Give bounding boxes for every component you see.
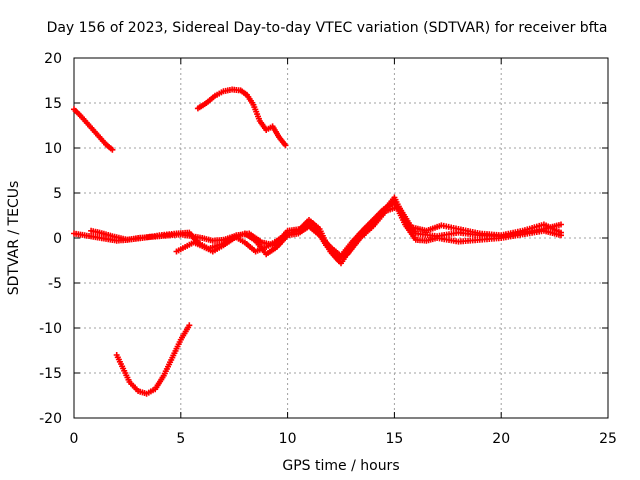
data-point <box>282 142 289 149</box>
x-tick-label: 15 <box>385 431 403 447</box>
y-tick-label: -5 <box>48 276 62 292</box>
x-tick-label: 0 <box>70 431 79 447</box>
series-arc-2 <box>194 86 289 149</box>
data-point <box>109 146 116 153</box>
series-arc-1 <box>71 106 116 153</box>
axis-ticks: 0 5 10 15 20 25 -20 -15 -10 -5 0 5 10 15 20 <box>39 51 617 447</box>
x-tick-label: 5 <box>176 431 185 447</box>
data-point <box>558 232 564 239</box>
series-arc-6 <box>173 199 564 259</box>
series-arc-5 <box>88 203 564 262</box>
y-tick-label: -15 <box>39 366 62 382</box>
x-axis-label: GPS time / hours <box>282 458 399 474</box>
grid-lines <box>74 58 608 418</box>
y-tick-label: 20 <box>44 51 62 67</box>
data-point <box>558 221 564 228</box>
y-tick-label: -20 <box>39 411 62 427</box>
y-tick-label: 0 <box>53 231 62 247</box>
y-axis-label: SDTVAR / TECUs <box>6 181 22 296</box>
y-tick-label: 5 <box>53 186 62 202</box>
chart-title: Day 156 of 2023, Sidereal Day-to-day VTE… <box>47 20 608 36</box>
series-arc-3 <box>113 322 193 397</box>
y-tick-label: 15 <box>44 96 62 112</box>
x-tick-label: 20 <box>492 431 510 447</box>
x-tick-label: 10 <box>279 431 297 447</box>
y-tick-label: 10 <box>44 141 62 157</box>
x-tick-label: 25 <box>599 431 617 447</box>
data-point <box>186 322 193 329</box>
data-marks <box>71 86 564 397</box>
y-tick-label: -10 <box>39 321 62 337</box>
